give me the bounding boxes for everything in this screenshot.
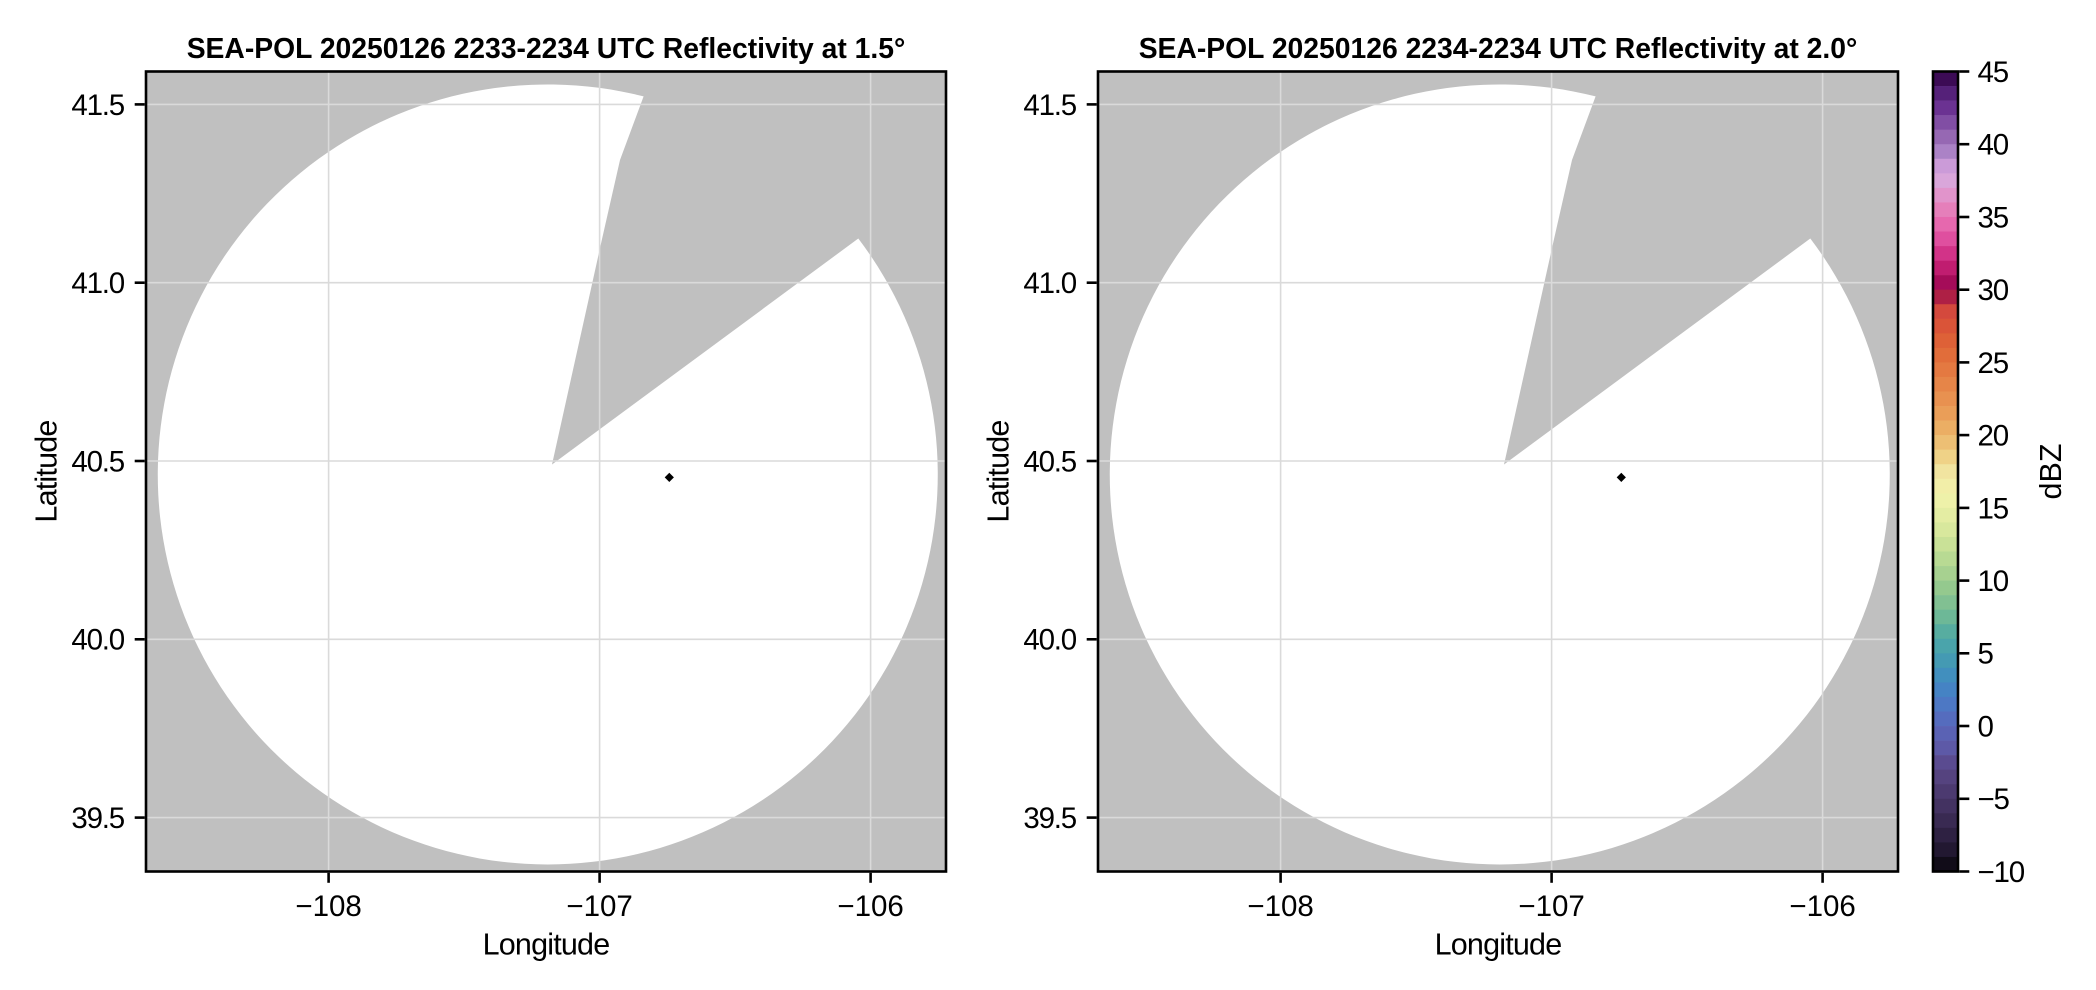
svg-text:40.0: 40.0	[71, 624, 124, 657]
svg-text:−106: −106	[1789, 890, 1855, 923]
svg-text:20: 20	[1978, 420, 2009, 453]
svg-text:SEA-POL 20250126 2233-2234 UTC: SEA-POL 20250126 2233-2234 UTC Reflectiv…	[187, 32, 906, 64]
svg-text:41.5: 41.5	[1023, 89, 1076, 122]
svg-text:40.0: 40.0	[1023, 624, 1076, 657]
svg-text:−5: −5	[1978, 783, 2010, 816]
svg-text:−108: −108	[1247, 890, 1313, 923]
svg-text:35: 35	[1978, 201, 2009, 234]
svg-text:Latitude: Latitude	[982, 420, 1016, 522]
svg-text:−107: −107	[566, 890, 632, 923]
svg-text:10: 10	[1978, 565, 2009, 598]
svg-text:Longitude: Longitude	[483, 928, 610, 962]
svg-text:5: 5	[1978, 638, 1994, 671]
svg-text:−107: −107	[1518, 890, 1584, 923]
svg-text:41.5: 41.5	[71, 89, 124, 122]
svg-text:−10: −10	[1978, 856, 2025, 889]
svg-text:30: 30	[1978, 274, 2009, 307]
svg-text:39.5: 39.5	[71, 802, 124, 835]
svg-text:SEA-POL 20250126 2234-2234 UTC: SEA-POL 20250126 2234-2234 UTC Reflectiv…	[1139, 32, 1858, 64]
svg-text:Longitude: Longitude	[1435, 928, 1562, 962]
svg-text:15: 15	[1978, 492, 2009, 525]
svg-text:40.5: 40.5	[71, 445, 124, 478]
svg-text:25: 25	[1978, 347, 2009, 380]
svg-text:−106: −106	[837, 890, 903, 923]
svg-text:41.0: 41.0	[71, 267, 124, 300]
svg-text:40.5: 40.5	[1023, 445, 1076, 478]
svg-text:−108: −108	[295, 890, 361, 923]
svg-text:40: 40	[1978, 129, 2009, 162]
svg-text:dBZ: dBZ	[2034, 444, 2068, 500]
svg-text:39.5: 39.5	[1023, 802, 1076, 835]
svg-text:41.0: 41.0	[1023, 267, 1076, 300]
svg-text:45: 45	[1978, 56, 2009, 89]
svg-text:Latitude: Latitude	[30, 420, 64, 522]
svg-text:0: 0	[1978, 710, 1994, 743]
